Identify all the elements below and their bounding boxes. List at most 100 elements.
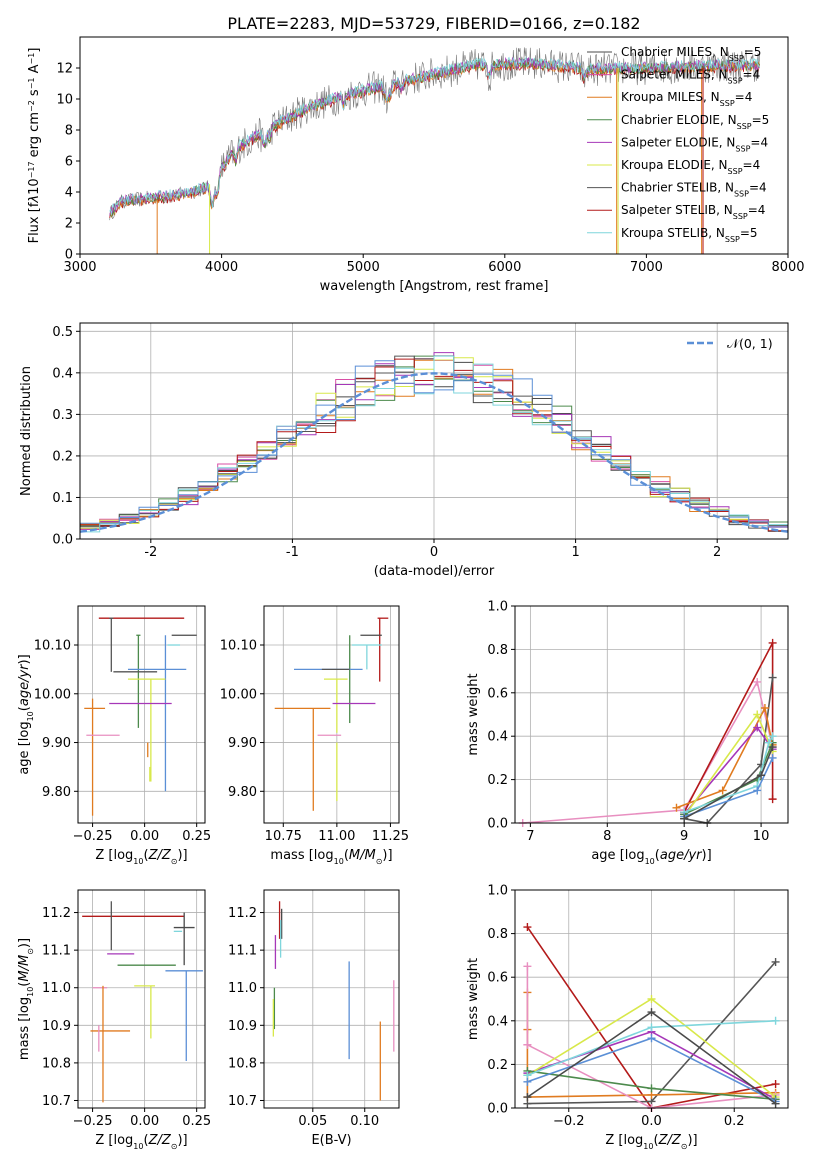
y-tick-label: 10 (56, 93, 73, 108)
series-marker (647, 1023, 656, 1032)
x-tick-label: 11.00 (318, 829, 355, 844)
y-tick-label: 11.0 (42, 981, 71, 996)
x-tick-label: 7 (526, 829, 534, 844)
series-marker (672, 803, 681, 812)
series-marker (647, 1034, 656, 1043)
model-spectrum-line (109, 56, 761, 216)
x-tick-label: 8 (603, 829, 611, 844)
y-tick-label: 0 (65, 248, 73, 263)
series-marker (647, 1008, 656, 1017)
y-axis-label: mass [log10(M/M⊙)] (17, 938, 35, 1060)
y-tick-label: 10.9 (228, 1019, 257, 1034)
series-marker (768, 743, 777, 752)
legend-entry: Salpeter ELODIE, NSSP=4 (621, 135, 768, 153)
y-tick-label: 11.2 (228, 906, 257, 921)
x-axis-label: Z [log10(Z/Z⊙)] (95, 1133, 187, 1151)
y-tick-label: 0.2 (487, 1058, 508, 1073)
series-marker (768, 753, 777, 762)
y-tick-label: 1.0 (487, 884, 508, 899)
series-marker (760, 703, 769, 712)
y-tick-label: 0.2 (487, 773, 508, 788)
legend-entry: Salpeter MILES, NSSP=4 (621, 68, 760, 86)
x-axis-label: (data-model)/error (374, 564, 495, 579)
y-tick-label: 10.7 (42, 1094, 71, 1109)
y-tick-label: 2 (65, 217, 73, 232)
y-tick-label: 0.4 (487, 730, 508, 745)
y-tick-label: 9.80 (228, 785, 257, 800)
plots-layer: Chabrier MILES, NSSP=5 Salpeter MILES, NS… (17, 36, 805, 1151)
y-tick-label: 1.0 (487, 600, 508, 615)
series-marker (771, 957, 780, 966)
y-tick-label: 9.90 (228, 736, 257, 751)
model-spectrum-line (109, 58, 760, 217)
x-axis-label: Z [log10(Z/Z⊙)] (95, 848, 187, 866)
axes-frame (514, 605, 789, 824)
x-tick-label: 0.2 (724, 1114, 745, 1129)
x-axis-label: Z [log10(Z/Z⊙)] (605, 1133, 697, 1151)
x-tick-label: 7000 (630, 260, 663, 275)
y-tick-label: 0.4 (52, 366, 73, 381)
axes-frame (263, 605, 400, 824)
y-tick-label: 10.00 (220, 687, 257, 702)
series-marker (757, 771, 766, 780)
chart-age_vs_mass: 10.75 11.00 11.25 9.80 9.90 10.00 10.10 mass [l… (220, 605, 409, 866)
x-tick-label: 6000 (488, 260, 521, 275)
series-line (522, 679, 774, 824)
series-line (676, 705, 774, 809)
histogram-step (80, 360, 788, 528)
legend-entry: Kroupa ELODIE, NSSP=4 (621, 158, 760, 176)
chart-mass_vs_ebv: 0.05 0.10 10.7 10.8 10.9 11.0 11.1 11.2 E(B-V) (228, 889, 400, 1148)
series-marker (680, 814, 689, 823)
axes-frame (77, 605, 206, 824)
y-tick-label: 0.0 (52, 533, 73, 548)
y-tick-label: 0.8 (487, 927, 508, 942)
series-marker (523, 923, 532, 932)
x-tick-label: 3000 (63, 260, 96, 275)
series-marker (523, 1093, 532, 1102)
x-tick-label: 8000 (771, 260, 804, 275)
series-marker (753, 786, 762, 795)
x-tick-label: −0.2 (553, 1114, 585, 1129)
x-tick-label: 1 (571, 545, 579, 560)
y-tick-label: 9.80 (42, 785, 71, 800)
y-tick-label: 10.9 (42, 1019, 71, 1034)
axes-frame (263, 889, 400, 1109)
x-tick-label: -2 (144, 545, 157, 560)
x-tick-label: 2 (713, 545, 721, 560)
series-marker (523, 962, 532, 971)
x-tick-label: 0.0 (641, 1114, 662, 1129)
y-tick-label: 0.0 (487, 1102, 508, 1117)
y-axis-label: mass weight (466, 958, 481, 1040)
series-line (526, 966, 776, 1109)
axes-frame (79, 36, 789, 255)
legend-entry: 𝒩(0, 1) (727, 336, 773, 351)
x-tick-label: 5000 (347, 260, 380, 275)
series-marker (768, 732, 777, 741)
series-marker (753, 723, 762, 732)
y-tick-label: 4 (65, 186, 73, 201)
y-tick-label: 0.6 (487, 971, 508, 986)
legend-entry: Chabrier MILES, NSSP=5 (621, 45, 761, 63)
y-axis-label: mass weight (466, 673, 481, 755)
y-tick-label: 10.00 (34, 687, 71, 702)
y-tick-label: 0.0 (487, 817, 508, 832)
x-tick-label: 0.25 (182, 829, 211, 844)
x-tick-label: 10 (753, 829, 770, 844)
x-tick-label: 0.05 (298, 1114, 327, 1129)
y-tick-label: 0.8 (487, 643, 508, 658)
x-tick-label: 0.25 (182, 1114, 211, 1129)
legend-entry: Kroupa STELIB, NSSP=5 (621, 226, 758, 244)
y-tick-label: 10.10 (34, 639, 71, 654)
series-marker (753, 677, 762, 686)
chart-spectrum: Chabrier MILES, NSSP=5 Salpeter MILES, NS… (27, 36, 805, 294)
y-tick-label: 10.8 (228, 1056, 257, 1071)
chart-residuals: 𝒩(0, 1) -2 -1 0 1 2 0.0 0.1 0.2 0.3 0.4 0.5 (data-mo… (19, 322, 789, 579)
y-axis-label: Normed distribution (19, 366, 34, 496)
x-tick-label: 9 (680, 829, 688, 844)
series-marker (647, 995, 656, 1003)
series-line (683, 735, 774, 813)
series-marker (647, 1084, 656, 1093)
x-tick-label: 0.10 (350, 1114, 379, 1129)
y-axis-label: Flux [fλ10−17 erg cm−2 s−1 A−1] (27, 48, 43, 244)
